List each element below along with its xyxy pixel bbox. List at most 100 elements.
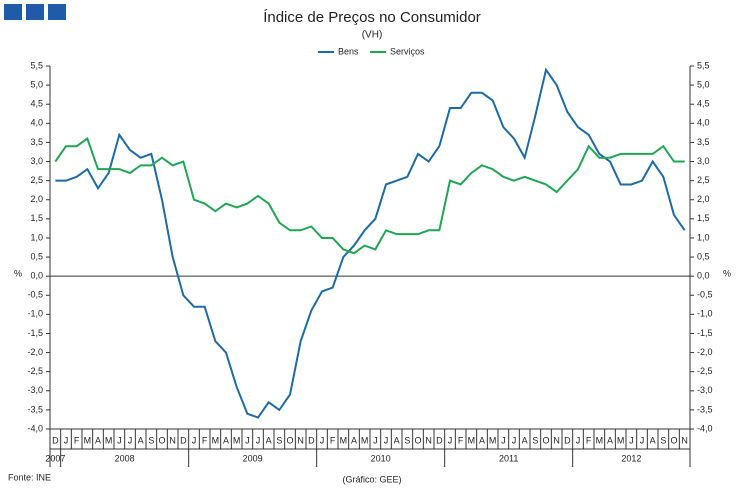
y2-tick-label: 3,0	[697, 156, 710, 166]
x-tick-label: A	[394, 435, 400, 445]
y2-tick-label: 3,5	[697, 137, 710, 147]
y-tick-label: -1,5	[27, 328, 43, 338]
year-label: 2007	[45, 453, 65, 463]
y2-tick-label: -2,0	[697, 347, 713, 357]
x-tick-label: F	[202, 435, 208, 445]
y-tick-label: 0,5	[30, 251, 43, 261]
x-tick-label: S	[276, 435, 282, 445]
y2-tick-label: -1,5	[697, 328, 713, 338]
x-tick-label: N	[553, 435, 560, 445]
x-tick-label: A	[223, 435, 229, 445]
y-tick-label: 4,5	[30, 99, 43, 109]
x-tick-label: N	[169, 435, 176, 445]
x-tick-label: D	[436, 435, 443, 445]
x-tick-label: J	[117, 435, 122, 445]
y-tick-label: 3,5	[30, 137, 43, 147]
x-tick-label: M	[212, 435, 220, 445]
y-tick-label: -0,5	[27, 290, 43, 300]
legend-label: Bens	[338, 46, 359, 56]
x-tick-label: N	[297, 435, 304, 445]
x-tick-label: J	[576, 435, 581, 445]
y2-tick-label: 5,0	[697, 79, 710, 89]
x-tick-label: M	[468, 435, 476, 445]
x-tick-label: M	[233, 435, 241, 445]
y-tick-label: 0,0	[30, 271, 43, 281]
y-tick-label: 1,0	[30, 232, 43, 242]
y2-tick-label: 1,5	[697, 213, 710, 223]
x-tick-label: A	[479, 435, 485, 445]
x-tick-label: A	[607, 435, 613, 445]
x-tick-label: F	[74, 435, 80, 445]
y2-tick-label: -1,0	[697, 309, 713, 319]
x-tick-label: M	[596, 435, 604, 445]
x-tick-label: F	[458, 435, 464, 445]
y-tick-label: -1,0	[27, 309, 43, 319]
y2-tick-label: 4,0	[697, 118, 710, 128]
x-tick-label: S	[660, 435, 666, 445]
x-tick-label: A	[650, 435, 656, 445]
x-tick-label: O	[286, 435, 293, 445]
x-tick-label: M	[617, 435, 625, 445]
x-tick-label: A	[266, 435, 272, 445]
y2-tick-label: 2,5	[697, 175, 710, 185]
x-tick-label: J	[128, 435, 133, 445]
x-tick-label: O	[670, 435, 677, 445]
x-tick-label: J	[629, 435, 634, 445]
x-tick-label: O	[542, 435, 549, 445]
x-tick-label: S	[404, 435, 410, 445]
y-tick-label: -2,5	[27, 366, 43, 376]
chart-subtitle: (VH)	[362, 30, 383, 41]
x-tick-label: J	[501, 435, 506, 445]
x-tick-label: D	[564, 435, 571, 445]
y2-tick-label: -3,0	[697, 385, 713, 395]
logo-block	[26, 4, 44, 20]
y-tick-label: -3,0	[27, 385, 43, 395]
x-tick-label: J	[64, 435, 69, 445]
x-tick-label: M	[489, 435, 497, 445]
year-label: 2011	[499, 453, 518, 463]
x-tick-label: A	[138, 435, 144, 445]
x-tick-label: N	[681, 435, 688, 445]
credit: (Gráfico: GEE)	[342, 474, 401, 484]
x-tick-label: M	[361, 435, 369, 445]
year-label: 2010	[371, 453, 391, 463]
y2-tick-label: -4,0	[697, 423, 713, 433]
y2-tick-label: 2,0	[697, 194, 710, 204]
y2-tick-label: -0,5	[697, 290, 713, 300]
x-tick-label: M	[105, 435, 113, 445]
x-tick-label: F	[586, 435, 592, 445]
year-label: 2008	[115, 453, 135, 463]
y2-tick-label: -2,5	[697, 366, 713, 376]
y2-tick-label: 1,0	[697, 232, 710, 242]
x-tick-label: M	[340, 435, 348, 445]
source: Fonte: INE	[8, 472, 51, 482]
chart-title: Índice de Preços no Consumidor	[263, 9, 481, 26]
y-tick-label: 4,0	[30, 118, 43, 128]
y2-tick-label: 5,5	[697, 60, 710, 70]
x-tick-label: A	[522, 435, 528, 445]
x-tick-label: N	[425, 435, 432, 445]
y-tick-label: -2,0	[27, 347, 43, 357]
x-tick-label: J	[192, 435, 197, 445]
y2-tick-label: 0,5	[697, 251, 710, 261]
series-line	[54, 137, 685, 255]
year-label: 2009	[243, 453, 263, 463]
x-tick-label: O	[158, 435, 165, 445]
x-tick-label: S	[148, 435, 154, 445]
x-tick-label: J	[373, 435, 378, 445]
x-tick-label: A	[351, 435, 357, 445]
logo-block	[48, 4, 66, 20]
x-tick-label: S	[532, 435, 538, 445]
x-tick-label: O	[414, 435, 421, 445]
x-tick-label: M	[84, 435, 92, 445]
x-tick-label: J	[512, 435, 517, 445]
logo-block	[4, 4, 22, 20]
y-tick-label: 1,5	[30, 213, 43, 223]
x-tick-label: D	[52, 435, 59, 445]
x-tick-label: J	[245, 435, 250, 445]
x-tick-label: J	[320, 435, 325, 445]
y-tick-label: 5,0	[30, 79, 43, 89]
series-line	[55, 67, 686, 419]
x-tick-label: D	[180, 435, 187, 445]
